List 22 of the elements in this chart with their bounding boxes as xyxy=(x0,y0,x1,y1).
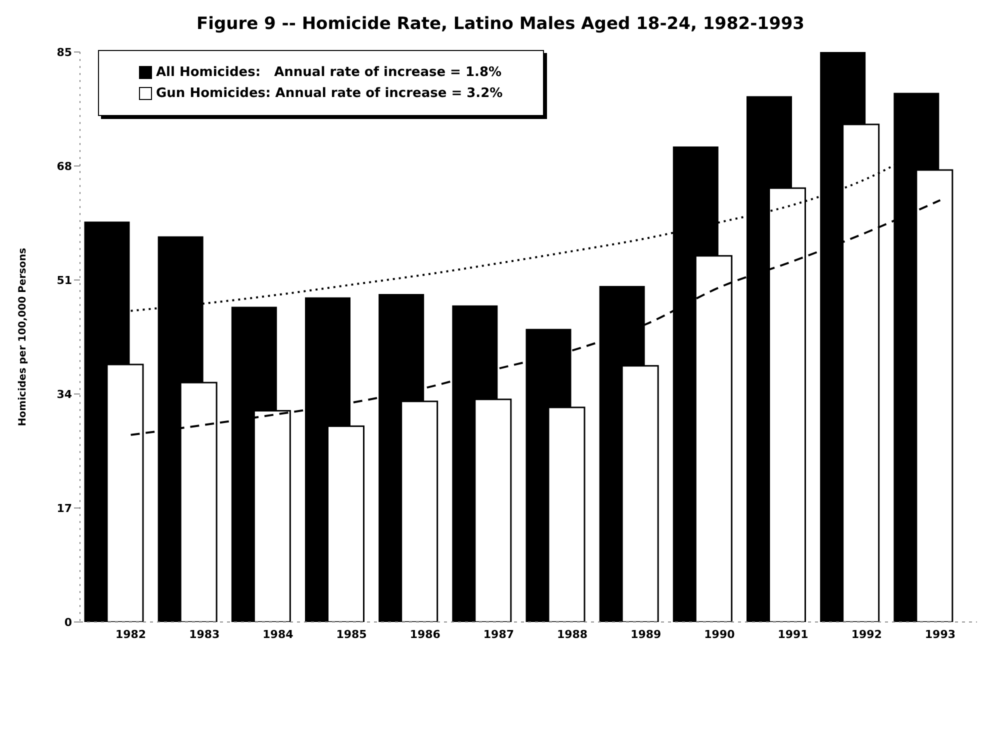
x-tick-label: 1982 xyxy=(115,628,146,641)
x-tick-label: 1993 xyxy=(924,628,956,641)
x-tick-label: 1992 xyxy=(851,628,882,641)
y-tick-label: 17 xyxy=(56,502,72,515)
y-tick-label: 0 xyxy=(64,616,72,629)
chart-title: Figure 9 -- Homicide Rate, Latino Males Aged 18-24, 1982-1993 xyxy=(196,13,806,36)
y-tick-label: 51 xyxy=(56,274,72,287)
y-tick-label: 85 xyxy=(56,46,72,59)
x-tick-label: 1987 xyxy=(483,628,514,641)
x-tick-label: 1989 xyxy=(630,628,662,641)
x-tick-label: 1988 xyxy=(556,628,588,641)
x-tick-label: 1991 xyxy=(778,628,808,641)
x-tick-label: 1990 xyxy=(704,628,736,641)
y-axis-title: Homicides per 100,000 Persons xyxy=(18,248,29,426)
legend-label: All Homicides: Annual rate of increase = 1.8% xyxy=(155,65,503,80)
y-tick-label: 68 xyxy=(56,160,72,173)
x-tick-label: 1986 xyxy=(410,628,441,641)
x-tick-label: 1985 xyxy=(336,628,367,641)
legend-label: Gun Homicides: Annual rate of increase = 3.2% xyxy=(155,86,503,101)
x-tick-label: 1983 xyxy=(189,628,220,641)
y-tick-label: 34 xyxy=(56,388,72,401)
x-tick-label: 1984 xyxy=(262,628,294,641)
